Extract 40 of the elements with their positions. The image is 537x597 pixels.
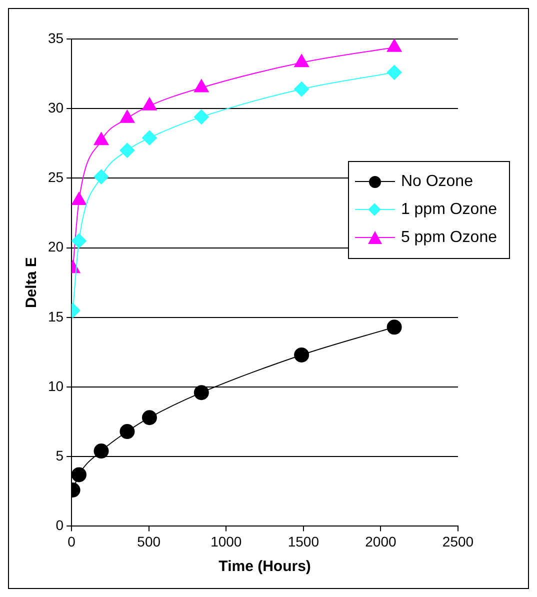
point bbox=[194, 109, 209, 124]
point bbox=[72, 233, 86, 248]
point bbox=[142, 130, 157, 146]
point bbox=[194, 79, 209, 92]
point bbox=[72, 192, 86, 205]
y-axis-title: Delta E bbox=[23, 257, 40, 308]
point bbox=[386, 39, 402, 52]
legend-label: No Ozone bbox=[400, 173, 473, 191]
x-tick-label: 1000 bbox=[210, 533, 242, 550]
x-axis-title: Time (Hours) bbox=[218, 558, 311, 576]
y-tick-label: 5 bbox=[56, 447, 64, 464]
y-tick-label: 30 bbox=[48, 99, 64, 116]
point bbox=[294, 54, 310, 68]
point bbox=[194, 385, 209, 400]
x-tick-label: 2000 bbox=[365, 533, 396, 550]
point bbox=[72, 467, 86, 482]
x-tick-label: 500 bbox=[137, 533, 161, 550]
point bbox=[142, 97, 157, 110]
point bbox=[120, 424, 135, 440]
point bbox=[120, 110, 135, 123]
point bbox=[294, 347, 310, 362]
y-tick-label: 0 bbox=[56, 517, 64, 534]
legend-label: 1 ppm Ozone bbox=[400, 201, 497, 219]
x-tick-label: 1500 bbox=[288, 533, 320, 550]
y-tick-label: 35 bbox=[48, 30, 64, 46]
point bbox=[94, 132, 109, 146]
point bbox=[120, 142, 135, 158]
x-tick-label: 0 bbox=[68, 533, 76, 550]
point bbox=[94, 169, 109, 184]
x-tick-label: 2500 bbox=[442, 533, 474, 550]
point bbox=[294, 82, 310, 97]
point bbox=[386, 64, 402, 80]
point bbox=[142, 410, 157, 426]
legend-label: 5 ppm Ozone bbox=[400, 229, 497, 247]
y-tick-label: 15 bbox=[48, 308, 64, 324]
y-tick-label: 20 bbox=[48, 238, 64, 255]
y-tick-label: 25 bbox=[48, 169, 64, 186]
y-tick-label: 10 bbox=[48, 378, 64, 394]
point bbox=[386, 320, 402, 335]
point bbox=[94, 444, 109, 459]
